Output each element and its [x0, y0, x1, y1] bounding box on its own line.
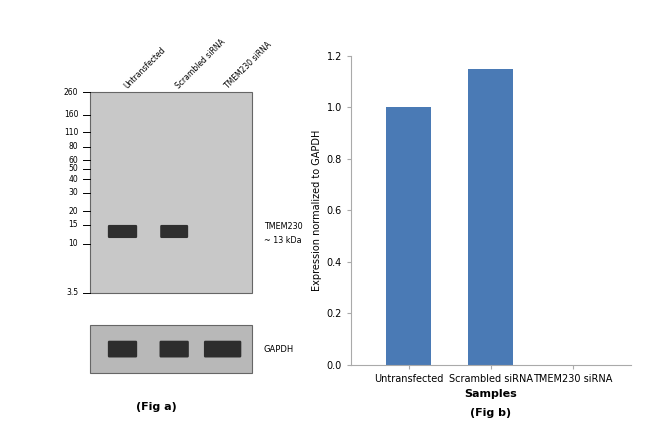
Text: (Fig a): (Fig a) [136, 402, 176, 412]
Text: 110: 110 [64, 127, 78, 136]
Text: 260: 260 [64, 88, 78, 97]
Text: (Fig b): (Fig b) [470, 408, 512, 418]
Text: 15: 15 [69, 221, 78, 230]
Text: 60: 60 [68, 156, 78, 165]
Text: GAPDH: GAPDH [264, 344, 294, 353]
FancyBboxPatch shape [160, 225, 188, 238]
FancyBboxPatch shape [108, 341, 137, 357]
Text: 30: 30 [68, 188, 78, 197]
Text: Scrambled siRNA: Scrambled siRNA [174, 37, 227, 90]
X-axis label: Samples: Samples [464, 389, 517, 399]
Text: 3.5: 3.5 [66, 288, 78, 297]
FancyBboxPatch shape [108, 225, 137, 238]
Text: TMEM230: TMEM230 [264, 221, 302, 230]
Text: ~ 13 kDa: ~ 13 kDa [264, 236, 301, 245]
FancyBboxPatch shape [204, 341, 241, 357]
Bar [386, 107, 431, 365]
FancyBboxPatch shape [159, 341, 189, 357]
Text: 160: 160 [64, 110, 78, 119]
Bar [90, 325, 252, 373]
Text: 50: 50 [68, 164, 78, 173]
Y-axis label: Expression normalized to GAPDH: Expression normalized to GAPDH [313, 130, 322, 291]
Bar [90, 92, 252, 293]
Text: 20: 20 [69, 207, 78, 216]
Text: Untransfected: Untransfected [122, 45, 168, 90]
Text: 80: 80 [69, 142, 78, 151]
Bar [468, 69, 514, 365]
Text: TMEM230 siRNA: TMEM230 siRNA [222, 40, 273, 90]
Text: 10: 10 [69, 239, 78, 248]
Text: 40: 40 [68, 175, 78, 184]
